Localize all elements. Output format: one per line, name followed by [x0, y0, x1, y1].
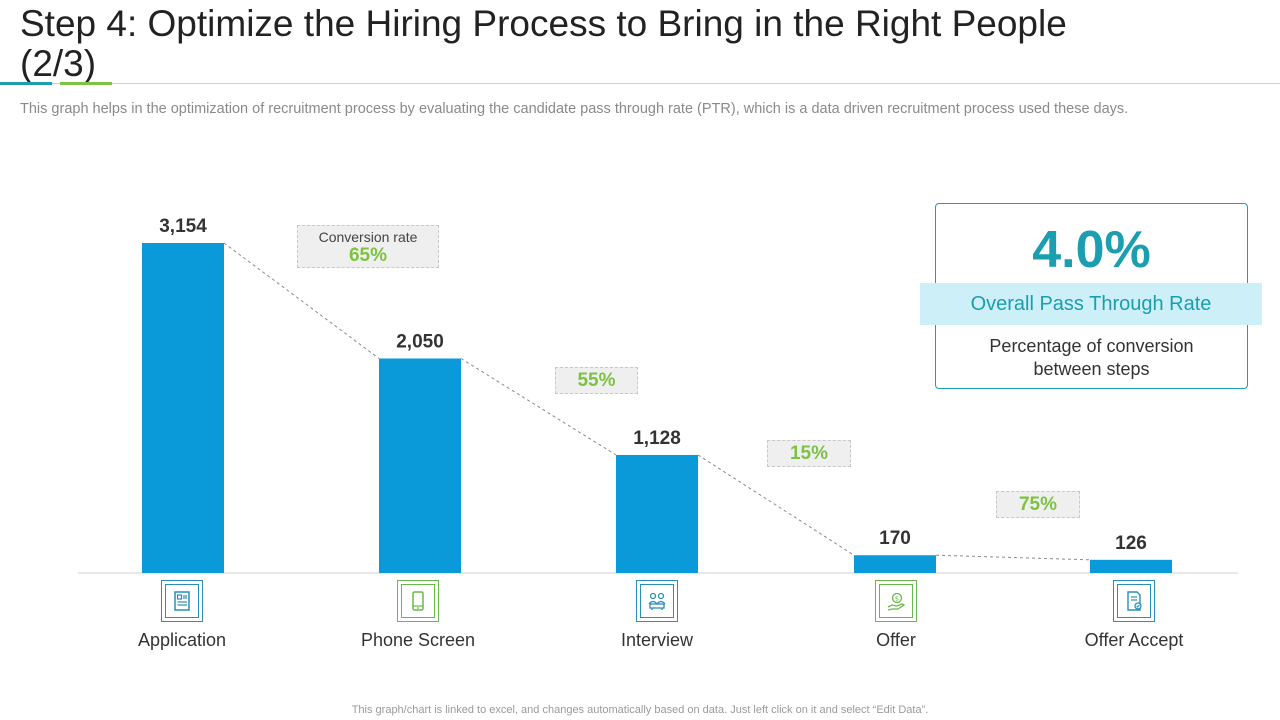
svg-text:$: $: [895, 595, 899, 603]
application-form-icon: [161, 580, 203, 622]
title-accent-teal: [0, 82, 52, 85]
category-label-interview: Interview: [620, 630, 694, 650]
bar-interview[interactable]: [616, 454, 698, 573]
ptr-description: Percentage of conversion between steps: [989, 336, 1194, 379]
conversion-connector-line: [697, 454, 855, 556]
page-title: Step 4: Optimize the Hiring Process to B…: [20, 3, 1067, 84]
conversion-rate-value: 65%: [348, 245, 388, 266]
bar-value-label: 1,128: [633, 428, 681, 449]
category-label-offer: Offer: [876, 630, 916, 650]
bar-value-label: 3,154: [159, 216, 207, 237]
phone-icon: [397, 580, 439, 622]
conversion-rate-value: 15%: [789, 443, 829, 464]
conversion-box-3: 15%: [767, 440, 851, 467]
conversion-box-4: 75%: [996, 491, 1080, 518]
bar-phone-screen[interactable]: [379, 358, 461, 573]
interview-icon: [636, 580, 678, 622]
ptr-value: 4.0%: [1032, 221, 1151, 279]
title-accent-green: [60, 82, 112, 85]
bar-offer-accept[interactable]: [1090, 559, 1172, 573]
conversion-rate-value: 55%: [577, 370, 616, 391]
offer-hand-icon: $: [875, 580, 917, 622]
bar-value-label: 2,050: [396, 332, 444, 353]
page-subtitle: This graph helps in the optimization of …: [20, 101, 1129, 117]
bar-application[interactable]: [142, 243, 224, 573]
footer-note: This graph/chart is linked to excel, and…: [351, 704, 929, 716]
bar-offer[interactable]: [854, 555, 936, 573]
bar-value-label: 126: [1115, 533, 1147, 554]
conversion-box-1: Conversion rate 65%: [297, 225, 439, 268]
conversion-connector-line: [223, 242, 380, 359]
category-label-application: Application: [137, 630, 227, 650]
conversion-connector-line: [935, 554, 1091, 561]
title-divider: [0, 83, 1280, 84]
offer-accept-document-icon: [1113, 580, 1155, 622]
conversion-connector-line: [460, 358, 617, 456]
conversion-rate-label: Conversion rate: [318, 229, 418, 245]
conversion-box-2: 55%: [555, 367, 638, 394]
ptr-label: Overall Pass Through Rate: [920, 283, 1262, 325]
category-label-offer-accept: Offer Accept: [1084, 630, 1184, 650]
conversion-rate-value: 75%: [1018, 494, 1058, 515]
category-label-phone-screen: Phone Screen: [360, 630, 476, 650]
bar-value-label: 170: [879, 528, 911, 549]
